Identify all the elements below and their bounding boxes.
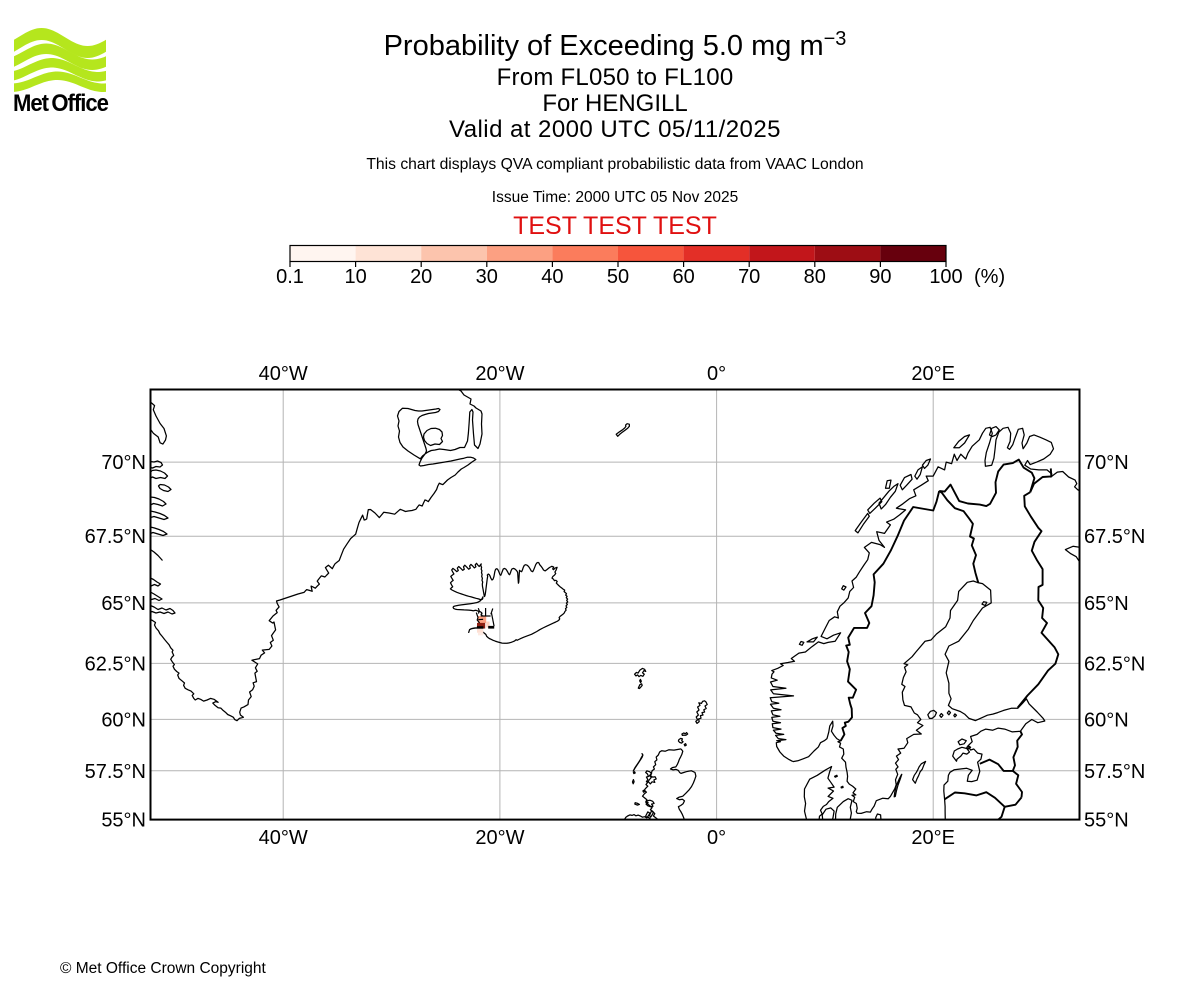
svg-text:40: 40 — [541, 266, 563, 288]
svg-text:65°N: 65°N — [101, 593, 146, 615]
svg-text:55°N: 55°N — [101, 810, 146, 832]
svg-text:60°N: 60°N — [101, 709, 146, 731]
svg-text:20°W: 20°W — [475, 363, 524, 385]
svg-text:20°W: 20°W — [475, 827, 524, 849]
svg-text:20°E: 20°E — [911, 363, 955, 385]
svg-text:57.5°N: 57.5°N — [85, 761, 146, 783]
svg-text:67.5°N: 67.5°N — [85, 526, 146, 548]
svg-text:80: 80 — [804, 266, 826, 288]
svg-text:0.1: 0.1 — [276, 266, 304, 288]
svg-text:100: 100 — [929, 266, 962, 288]
svg-text:67.5°N: 67.5°N — [1084, 526, 1145, 548]
svg-text:0°: 0° — [707, 827, 726, 849]
svg-text:57.5°N: 57.5°N — [1084, 761, 1145, 783]
svg-text:55°N: 55°N — [1084, 810, 1129, 832]
svg-text:20: 20 — [410, 266, 432, 288]
svg-text:10: 10 — [344, 266, 366, 288]
svg-text:0°: 0° — [707, 363, 726, 385]
svg-text:62.5°N: 62.5°N — [85, 653, 146, 675]
svg-text:65°N: 65°N — [1084, 593, 1129, 615]
svg-text:70°N: 70°N — [101, 452, 146, 474]
svg-text:60°N: 60°N — [1084, 709, 1129, 731]
svg-text:50: 50 — [607, 266, 629, 288]
svg-text:62.5°N: 62.5°N — [1084, 653, 1145, 675]
svg-text:20°E: 20°E — [911, 827, 955, 849]
svg-text:60: 60 — [672, 266, 694, 288]
svg-text:40°W: 40°W — [259, 827, 308, 849]
svg-text:30: 30 — [476, 266, 498, 288]
svg-text:70°N: 70°N — [1084, 452, 1129, 474]
svg-text:(%): (%) — [974, 266, 1005, 288]
svg-text:70: 70 — [738, 266, 760, 288]
svg-text:90: 90 — [869, 266, 891, 288]
svg-text:40°W: 40°W — [259, 363, 308, 385]
